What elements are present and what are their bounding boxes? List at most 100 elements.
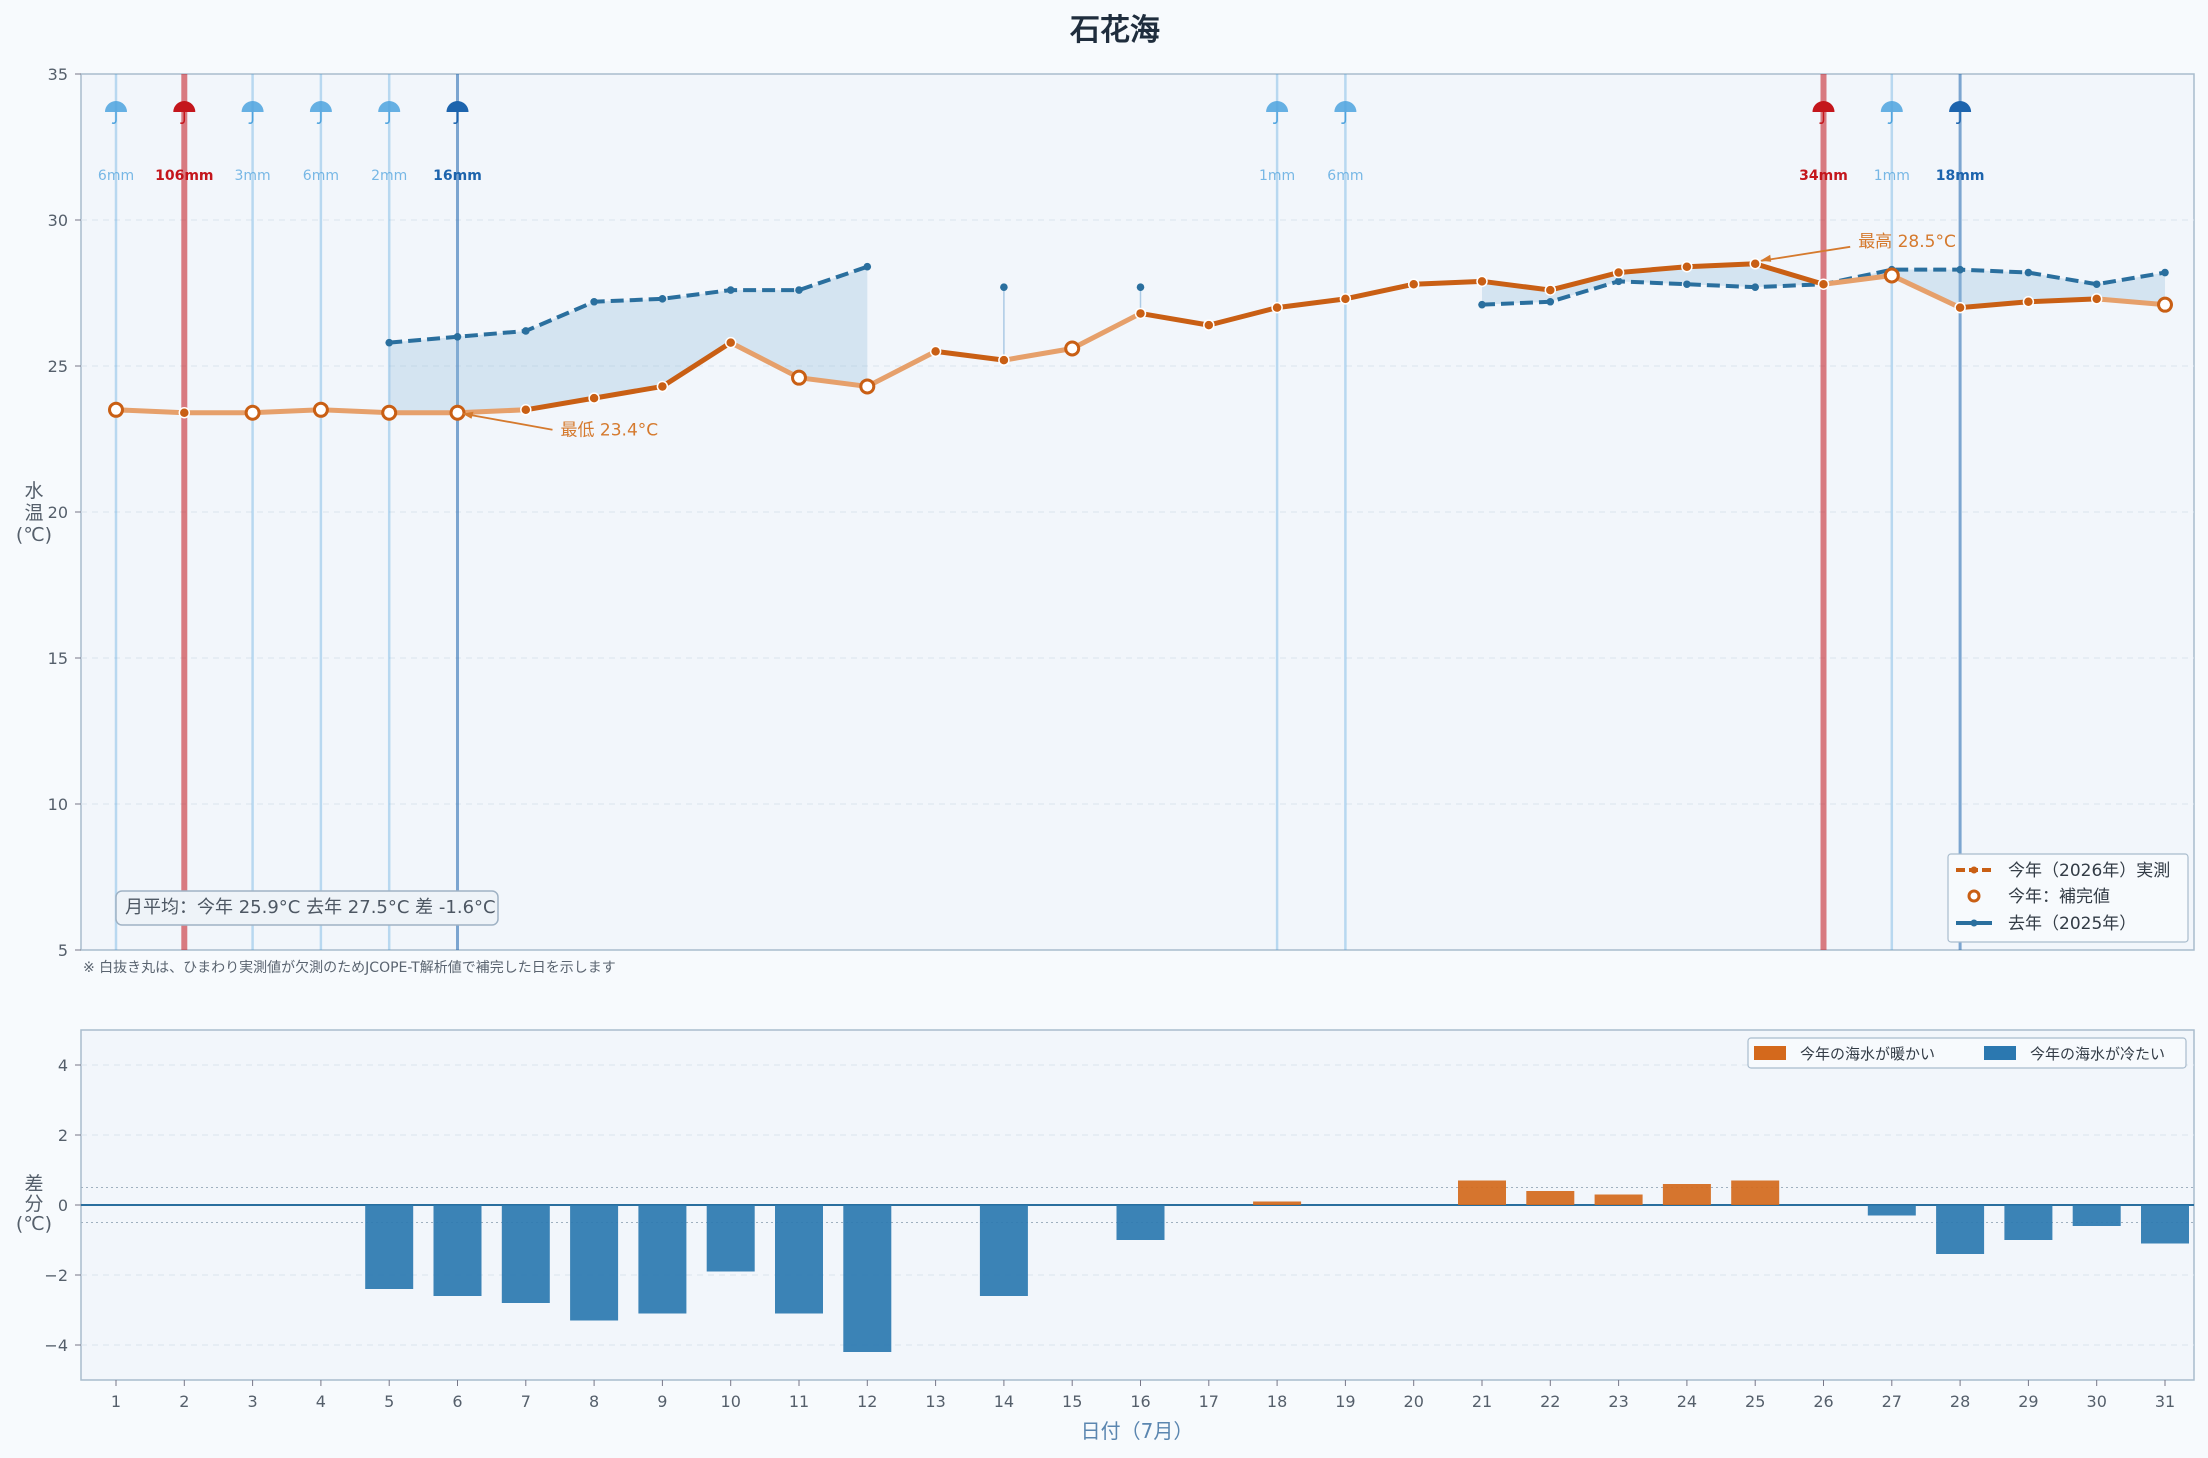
this-year-segment — [455, 407, 529, 416]
umbrella-handle — [180, 112, 186, 124]
umbrella-handle — [316, 112, 322, 124]
x-tick-label: 7 — [521, 1392, 531, 1411]
this-year-segment — [591, 383, 665, 401]
this-year-point — [178, 406, 191, 419]
imputed-point — [381, 404, 398, 421]
x-tick-label: 3 — [248, 1392, 258, 1411]
last-year-point — [1614, 277, 1623, 286]
umbrella-handle — [453, 112, 459, 124]
umbrella-icon — [309, 101, 332, 112]
rain-amount-label: 18mm — [1936, 168, 1985, 184]
rain-amount-label: 2mm — [371, 168, 407, 184]
x-tick-label: 30 — [2087, 1392, 2107, 1411]
x-tick-label: 12 — [857, 1392, 877, 1411]
this-year-segment — [1684, 261, 1758, 270]
this-year-point — [998, 354, 1010, 366]
rain-amount-label: 106mm — [155, 168, 213, 184]
umbrella-icon — [1949, 101, 1972, 112]
legend-top — [1947, 853, 2189, 943]
difference-fill — [389, 263, 2165, 413]
x-tick-label: 9 — [657, 1392, 667, 1411]
x-tick-label: 17 — [1199, 1392, 1219, 1411]
this-year-point — [1749, 258, 1761, 270]
this-year-point — [2090, 293, 2103, 305]
umbrella-handle — [385, 112, 390, 124]
legend-last-year-marker — [1970, 919, 1978, 927]
this-year-segment — [250, 407, 324, 416]
this-year-segment — [1821, 272, 1895, 287]
x-tick-label: 15 — [1062, 1392, 1082, 1411]
min-arrowhead — [462, 411, 474, 419]
rain-amount-label: 34mm — [1799, 168, 1848, 184]
x-tick-label: 14 — [994, 1392, 1014, 1411]
legend-cold-swatch — [1984, 1046, 2016, 1060]
x-tick-label: 24 — [1677, 1392, 1697, 1411]
this-year-segment — [2025, 296, 2100, 305]
this-year-point — [1271, 301, 1283, 314]
last-year-line — [389, 264, 868, 345]
last-year-point — [2024, 268, 2033, 277]
this-year-segment — [1547, 270, 1622, 293]
this-year-point — [929, 345, 942, 358]
x-axis-ticks: 1 2 3 4 5 6 7 8 9 10 11 12 13 14 15 16 17 18 19 20 21 22 23 24 2… — [111, 1380, 2175, 1411]
this-year-segment — [1479, 278, 1553, 293]
imputed-point — [1883, 267, 1900, 284]
legend-warm-swatch — [1754, 1046, 1786, 1060]
x-tick-label: 25 — [1745, 1392, 1765, 1411]
imputation-note: ※ 白抜き丸は、ひまわり実測値が欠測のためJCOPE-T解析値で補完した日を示し… — [83, 960, 616, 976]
legend-bottom — [1747, 1037, 2187, 1069]
last-year-point — [863, 262, 872, 271]
warm-bar — [1731, 1180, 1780, 1205]
x-tick-label: 26 — [1813, 1392, 1833, 1411]
cold-bar — [638, 1205, 687, 1314]
min-arrow — [463, 412, 553, 431]
warm-bar — [1253, 1201, 1302, 1205]
imputed-point — [791, 369, 807, 386]
last-year-point — [1956, 265, 1964, 274]
monthly-average-box — [115, 890, 499, 926]
rain-amount-label: 6mm — [98, 168, 134, 184]
rainfall-markers: 6mm 106mm 3mm 6mm 2mm 16mm 1mm 6mm 34mm 1mm 18mm — [98, 74, 1985, 950]
legend-warm-label: 今年の海水が暖かい — [1800, 1045, 1935, 1063]
imputed-point — [449, 404, 466, 421]
this-year-segment — [796, 375, 870, 389]
warm-bar — [1458, 1180, 1506, 1205]
y-tick-label: 20 — [48, 503, 68, 522]
cold-bar — [843, 1205, 892, 1352]
warm-bar — [1594, 1194, 1643, 1205]
x-tick-label: 13 — [925, 1392, 945, 1411]
y-tick-label: −2 — [44, 1266, 68, 1285]
x-tick-label: 31 — [2155, 1392, 2175, 1411]
y-tick-label: 4 — [58, 1056, 68, 1075]
y-tick-label: 35 — [48, 65, 68, 84]
x-tick-label: 22 — [1540, 1392, 1560, 1411]
umbrella-icon — [1812, 101, 1835, 112]
x-tick-label: 8 — [589, 1392, 599, 1411]
cold-bar — [979, 1205, 1028, 1296]
legend-last-year-label: 去年（2025年） — [2008, 914, 2136, 934]
imputed-point — [108, 401, 124, 418]
this-year-point — [1544, 284, 1557, 296]
this-year-segment — [1957, 299, 2031, 311]
this-year-point — [588, 392, 600, 404]
last-year-point — [1478, 300, 1486, 309]
umbrella-handle — [1341, 112, 1347, 124]
temperature-gridlines — [81, 219, 2194, 805]
this-year-segment — [659, 340, 734, 389]
umbrella-icon — [378, 101, 401, 112]
umbrella-handle — [111, 112, 117, 124]
x-tick-label: 27 — [1882, 1392, 1902, 1411]
last-year-point — [1751, 283, 1759, 291]
umbrella-handle — [1272, 112, 1278, 124]
umbrella-handle — [1887, 112, 1893, 124]
monthly-average-text: 月平均：今年 25.9°C 去年 27.5°C 差 -1.6°C — [125, 897, 496, 918]
last-year-point — [1000, 283, 1008, 291]
last-year-point — [453, 333, 462, 341]
legend-imputed-marker — [1967, 889, 1981, 903]
max-arrowhead — [1760, 254, 1772, 262]
x-tick-label: 29 — [2018, 1392, 2038, 1411]
x-tick-label: 2 — [179, 1392, 189, 1411]
this-year-point — [520, 404, 532, 416]
umbrella-icon — [1334, 101, 1357, 112]
